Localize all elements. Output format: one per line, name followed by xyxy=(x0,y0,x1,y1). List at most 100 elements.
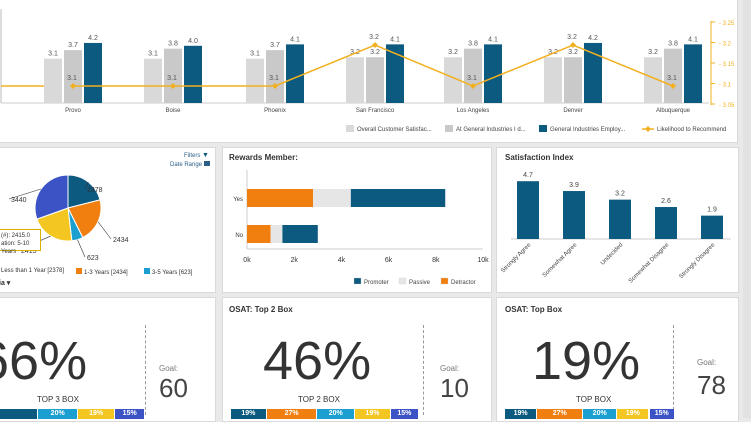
bar-0 xyxy=(44,58,62,103)
x-tick-label: Undecided xyxy=(600,242,625,267)
legend-item-less-than-1[interactable]: Less than 1 Year [2378] xyxy=(1,268,65,274)
segment-19%: 19% xyxy=(231,409,266,419)
x-tick-label: Somewhat Disagree xyxy=(628,242,671,285)
tenure-panel: Filters ▼ Date Range 2378 2434 623 2415 3440… xyxy=(0,147,216,293)
right-axis-label: - 3.05 xyxy=(719,103,735,109)
x-tick-label: Albuquerque xyxy=(656,108,691,114)
segment-15%: 15% xyxy=(649,409,674,419)
bar-value-label: 3.2 xyxy=(648,49,658,56)
bar-segment xyxy=(270,225,283,243)
y-tick-label: No xyxy=(235,233,243,239)
segment-20%: 20% xyxy=(583,409,617,419)
measure-dropdown[interactable]: ia ▾ xyxy=(0,280,11,287)
segment-bar: 19% 27% 20% 19% 15% xyxy=(505,409,675,419)
line-value-label: 3.1 xyxy=(167,75,177,82)
pie-leader-line xyxy=(8,188,42,200)
filters-link[interactable]: Filters ▼ xyxy=(184,152,209,159)
line-value-label: 3.1 xyxy=(667,75,677,82)
x-tick-label: San Francisco xyxy=(356,108,395,114)
bar-0 xyxy=(144,58,162,103)
calendar-icon xyxy=(203,161,210,166)
kpi-value: 46% xyxy=(263,331,372,391)
bar-value-label: 4.1 xyxy=(688,36,698,43)
goal-label: Goal: xyxy=(697,358,717,367)
bar-segment xyxy=(247,225,271,243)
pie-slice xyxy=(67,199,102,239)
pie-leader-line xyxy=(77,239,86,258)
box-label: TOP BOX xyxy=(576,395,612,404)
bar-1 xyxy=(564,57,582,103)
line-value-label: 3.1 xyxy=(467,75,477,82)
segment-19%: 19% xyxy=(77,409,115,419)
pie-leader-line xyxy=(84,181,89,190)
bar-1 xyxy=(464,48,482,103)
window-scrollbar[interactable] xyxy=(743,0,751,418)
bar-1 xyxy=(164,48,182,103)
satisfaction-panel: Satisfaction Index 4.7 Strongly Agree 3.9 S… xyxy=(496,147,739,293)
x-tick-label: Strongly Disagree xyxy=(678,242,716,280)
tenure-pie-chart: 2378 2434 623 2415 3440 xyxy=(8,174,129,262)
segment-20%: 20% xyxy=(317,409,355,419)
legend-label: Passive xyxy=(409,280,431,286)
bar-value-label: 4.1 xyxy=(290,36,300,43)
line-point xyxy=(570,42,576,48)
goal-label: Goal: xyxy=(159,364,179,373)
bar-2 xyxy=(386,44,404,103)
bar-0 xyxy=(544,57,562,103)
kpi-title: OSAT: Top 2 Box xyxy=(229,305,293,314)
kpi-panel-top2: OSAT: Top 2 Box 46% Goal: 10 TOP 2 BOX 1… xyxy=(222,297,492,422)
line-point xyxy=(170,83,176,89)
legend-swatch xyxy=(440,277,449,285)
box-label: TOP 3 BOX xyxy=(37,395,79,404)
kpi-divider xyxy=(673,325,674,415)
satisfaction-title: Satisfaction Index xyxy=(505,153,574,162)
line-value-label: 3.2 xyxy=(567,34,577,41)
date-range-link[interactable]: Date Range xyxy=(170,161,210,168)
bar-value-label: 4.7 xyxy=(523,172,533,179)
bar-value-label: 3.8 xyxy=(668,41,678,48)
line-point xyxy=(272,83,278,89)
segment-bar: 20% 19% 15% xyxy=(0,409,145,419)
pie-value-label: 623 xyxy=(87,255,99,262)
x-tick-label: 8k xyxy=(432,257,440,264)
bar xyxy=(655,207,677,239)
bar-value-label: 3.7 xyxy=(270,42,280,49)
bar-value-label: 3.2 xyxy=(370,49,380,56)
legend-item-3-5[interactable]: 3-5 Years [623] xyxy=(144,268,192,276)
bar-0 xyxy=(346,57,364,103)
x-tick-label: Phoenix xyxy=(264,108,286,114)
x-tick-label: 2k xyxy=(290,257,298,264)
pie-leader-line xyxy=(97,221,112,240)
pie-value-label: 2378 xyxy=(87,187,103,194)
right-axis-label: - 3.1 xyxy=(719,83,732,89)
bar-value-label: 4.2 xyxy=(88,35,98,42)
bar-value-label: 3.1 xyxy=(48,51,58,58)
x-tick-label: 4k xyxy=(338,257,346,264)
right-axis-label: - 3.25 xyxy=(719,21,735,27)
kpi-divider xyxy=(145,325,146,415)
bar-value-label: 3.7 xyxy=(68,42,78,49)
bar-segment xyxy=(350,189,446,207)
segment-27%: 27% xyxy=(537,409,583,419)
line-point xyxy=(70,83,76,89)
bar-0 xyxy=(246,58,264,103)
line-value-label: 3.1 xyxy=(269,75,279,82)
legend-label: Likelihood to Recommend xyxy=(657,127,726,133)
legend-label: At General Industries I d... xyxy=(456,127,526,133)
bar-value-label: 3.1 xyxy=(148,51,158,58)
bar-2 xyxy=(584,42,602,103)
legend-item-1-3[interactable]: 1-3 Years [2434] xyxy=(76,268,128,276)
rewards-bar-chart: Yes No 0k 2k 4k 6k 8k 10k Promoter Passive Detract… xyxy=(233,170,489,286)
x-tick-label: 0k xyxy=(243,257,251,264)
bar-segment xyxy=(247,189,314,207)
legend-swatch xyxy=(445,125,453,132)
line-value-label: 3.1 xyxy=(67,75,77,82)
legend-swatch xyxy=(353,277,362,285)
bar-value-label: 3.2 xyxy=(615,191,625,198)
bar-value-label: 4.1 xyxy=(488,36,498,43)
x-tick-label: 10k xyxy=(477,257,489,264)
bar-value-label: 3.9 xyxy=(569,182,579,189)
bar-0 xyxy=(644,57,662,103)
legend-swatch xyxy=(76,268,82,274)
bar-2 xyxy=(184,45,202,103)
